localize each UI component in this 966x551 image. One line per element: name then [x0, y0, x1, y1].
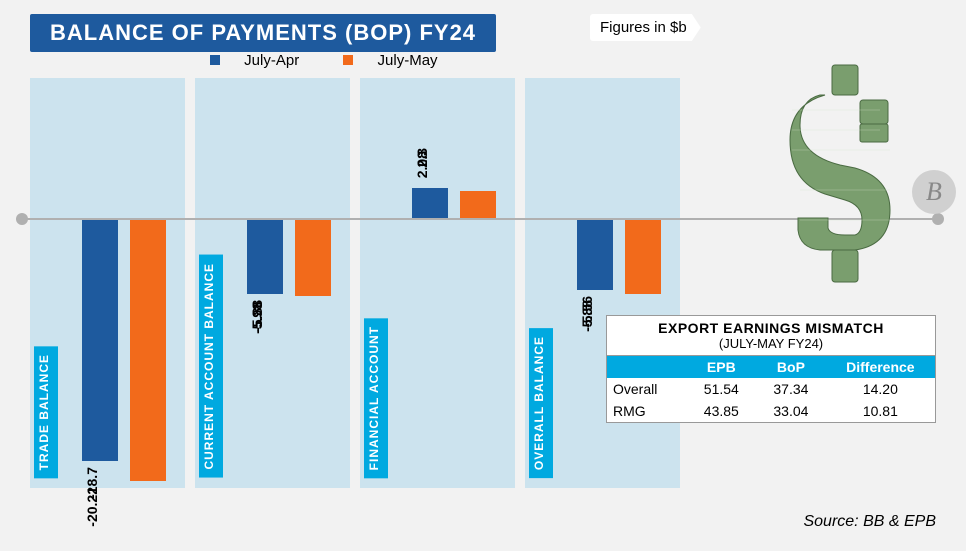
legend-swatch-b	[343, 55, 353, 65]
bar	[295, 218, 331, 296]
category-label: TRADE BALANCE	[34, 346, 58, 478]
table-header-cell: BoP	[756, 356, 826, 378]
publisher-watermark: B	[912, 170, 956, 214]
chart-area: TRADE BALANCE-18.7-20.22CURRENT ACCOUNT …	[30, 78, 700, 488]
dollar-illustration	[760, 60, 930, 290]
table-title: EXPORT EARNINGS MISMATCH	[607, 316, 935, 336]
axis-endpoint-right	[932, 213, 944, 225]
category-label: CURRENT ACCOUNT BALANCE	[199, 255, 223, 478]
table-header-cell: EPB	[687, 356, 757, 378]
bar-value: -5.98	[249, 302, 265, 334]
table-subtitle: (JULY-MAY FY24)	[607, 336, 935, 356]
chart-panel: OVERALL BALANCE -5.56-5.88	[525, 78, 680, 488]
chart-panel: FINANCIAL ACCOUNT 2.32.08	[360, 78, 515, 488]
bar-value: -20.22	[84, 487, 100, 527]
table-row: Overall51.5437.3414.20	[607, 378, 935, 400]
table-header-cell: Difference	[826, 356, 935, 378]
bar	[460, 191, 496, 218]
legend: July-Apr July-May	[210, 52, 478, 69]
chart-subtitle: Figures in $b	[590, 14, 701, 41]
bar-group: -5.56-5.88	[569, 78, 672, 488]
bar-group: 2.32.08	[404, 78, 507, 488]
legend-swatch-a	[210, 55, 220, 65]
chart-title: BALANCE OF PAYMENTS (BOP) FY24	[30, 14, 496, 52]
source-credit: Source: BB & EPB	[803, 513, 936, 531]
table-cell: 43.85	[687, 400, 757, 422]
table-header-row: EPB BoP Difference	[607, 356, 935, 378]
category-label: OVERALL BALANCE	[529, 328, 553, 478]
bar-value: 2.08	[414, 151, 430, 178]
mismatch-table: EXPORT EARNINGS MISMATCH (JULY-MAY FY24)…	[606, 315, 936, 423]
table-row: RMG43.8533.0410.81	[607, 400, 935, 422]
legend-label-b: July-May	[378, 52, 438, 69]
bar-group: -18.7-20.22	[74, 78, 177, 488]
table-cell: 37.34	[756, 378, 826, 400]
bar-value: -5.88	[579, 300, 595, 332]
chart-panel: TRADE BALANCE -18.7-20.22	[30, 78, 185, 488]
table-header-cell	[607, 356, 687, 378]
table-cell: 14.20	[826, 378, 935, 400]
bar	[412, 188, 448, 218]
bar	[625, 218, 661, 294]
chart-panel: CURRENT ACCOUNT BALANCE -5.88-5.98	[195, 78, 350, 488]
bar	[247, 218, 283, 294]
bar	[130, 218, 166, 481]
table-cell: 51.54	[687, 378, 757, 400]
bar-group: -5.88-5.98	[239, 78, 342, 488]
table-cell: 33.04	[756, 400, 826, 422]
table-cell: 10.81	[826, 400, 935, 422]
bar	[577, 218, 613, 290]
table-cell: Overall	[607, 378, 687, 400]
bar	[82, 218, 118, 461]
table-cell: RMG	[607, 400, 687, 422]
legend-item-a: July-Apr	[210, 52, 323, 69]
axis-endpoint-left	[16, 213, 28, 225]
category-label: FINANCIAL ACCOUNT	[364, 318, 388, 478]
legend-label-a: July-Apr	[244, 52, 299, 69]
legend-item-b: July-May	[343, 52, 457, 69]
